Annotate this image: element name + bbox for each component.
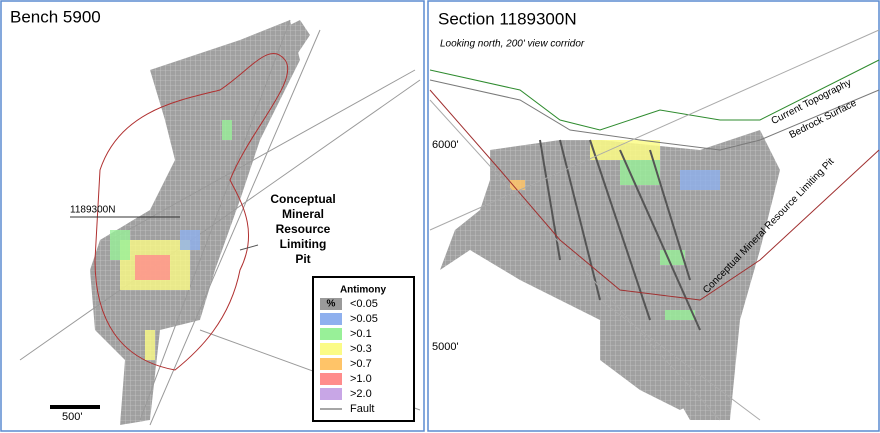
fault-line <box>19 19 421 426</box>
legend-label: <0.05 <box>350 298 378 310</box>
pit-label-line: Conceptual <box>270 192 335 206</box>
legend-label: >0.7 <box>350 358 372 370</box>
topography-line <box>429 59 880 131</box>
legend-swatch <box>320 328 342 340</box>
pit-label-line: Limiting <box>280 237 327 251</box>
grade-blocks <box>110 120 232 360</box>
legend-label: >2.0 <box>350 388 372 400</box>
block-model <box>215 20 310 150</box>
scale-label: 500' <box>62 411 82 423</box>
legend-swatch <box>320 358 342 370</box>
pit-outline <box>94 53 289 371</box>
left-panel: Bench 5900 1189300N ConceptualMineralRes… <box>0 0 425 432</box>
legend-swatch <box>320 373 342 385</box>
legend-swatch <box>320 298 342 310</box>
panel-subtitle: Looking north, 200' view corridor <box>440 39 585 50</box>
legend-swatch <box>320 388 342 400</box>
legend-swatch <box>320 313 342 325</box>
legend-swatch-text: % <box>327 299 336 310</box>
pit-arrow <box>239 244 259 251</box>
legend-swatch <box>320 343 342 355</box>
pit-outline <box>429 89 880 301</box>
legend-label: >0.05 <box>350 313 378 325</box>
scale-bar <box>50 405 100 409</box>
legend-label: Fault <box>350 403 374 415</box>
legend-label: >1.0 <box>350 373 372 385</box>
legend: Antimony % <0.05 >0.05 >0.1 >0.3 >0.7 >1.0 >2.0… <box>312 276 415 422</box>
legend-title: Antimony <box>340 285 387 296</box>
panel-title: Bench 5900 <box>10 7 101 26</box>
legend-label: >0.1 <box>350 328 372 340</box>
fault-line <box>429 29 880 421</box>
pit-label-line: Resource <box>276 222 331 236</box>
right-panel: Section 1189300N Looking north, 200' vie… <box>427 0 880 432</box>
elevation-label: 6000' <box>432 139 459 151</box>
pit-label-line: Pit <box>295 252 310 266</box>
panel-title: Section 1189300N <box>438 9 577 28</box>
section-label: 1189300N <box>70 205 115 216</box>
drillhole <box>539 139 701 331</box>
block-model <box>440 130 780 420</box>
pit-label-line: Mineral <box>282 207 324 221</box>
elevation-label: 5000' <box>432 341 459 353</box>
block-model <box>600 320 700 410</box>
bedrock-line <box>429 79 880 151</box>
legend-label: >0.3 <box>350 343 372 355</box>
